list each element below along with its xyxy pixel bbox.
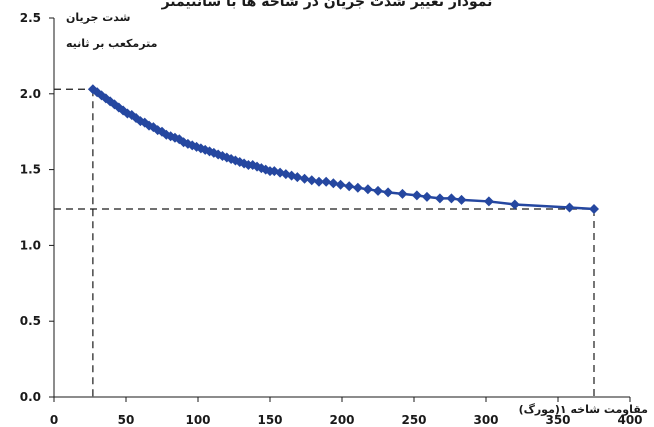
top-caption-fragment: نمودار تغییر شدت جریان در شاخه ها با سان…	[161, 0, 493, 10]
data-point	[335, 179, 346, 190]
data-point	[292, 172, 303, 183]
data-point	[509, 199, 520, 210]
data-point	[383, 187, 394, 198]
data-point	[313, 176, 324, 187]
data-point	[446, 193, 457, 204]
data-point	[344, 181, 355, 192]
data-point	[421, 191, 432, 202]
data-point	[373, 185, 383, 196]
axes	[53, 18, 630, 398]
data-point	[564, 202, 575, 213]
x-tick-label: 0	[50, 413, 58, 427]
x-tick-label: 100	[185, 413, 210, 427]
y-tick-label: 2.5	[20, 11, 41, 25]
y-tick-label: 0.0	[20, 390, 41, 404]
x-tick-label: 350	[545, 413, 570, 427]
y-tick-label: 1.0	[20, 238, 41, 252]
data-point	[397, 188, 408, 199]
data-point	[589, 204, 599, 215]
data-point	[456, 194, 467, 205]
y-ticks: 0.0 0.5 1.0 1.5 2.0 2.5	[20, 11, 54, 404]
series-group	[87, 84, 599, 215]
data-point	[306, 175, 317, 186]
reference-lines	[54, 88, 595, 397]
y-axis-title: شدت جریان	[66, 11, 130, 24]
x-tick-label: 300	[473, 413, 498, 427]
data-point	[483, 196, 494, 207]
data-point	[321, 176, 332, 187]
x-tick-label: 400	[617, 413, 642, 427]
data-point	[299, 173, 310, 184]
x-tick-label: 200	[329, 413, 354, 427]
y-tick-label: 1.5	[20, 163, 41, 177]
x-tick-label: 50	[118, 413, 135, 427]
x-tick-label: 250	[401, 413, 426, 427]
series-line	[92, 88, 595, 211]
data-point	[434, 193, 445, 204]
x-axis-title: مقاومت شاخه ۱(مورگ)	[519, 402, 648, 416]
x-ticks: 0 50 100 150 200 250 300 350 400	[50, 397, 643, 427]
y-axis-unit: مترمکعب بر ثانیه	[66, 37, 157, 50]
data-point	[328, 178, 339, 189]
y-tick-label: 0.5	[20, 314, 41, 328]
data-point	[352, 182, 363, 193]
data-point	[411, 190, 422, 201]
x-tick-label: 150	[257, 413, 282, 427]
data-point	[362, 184, 373, 195]
y-tick-label: 2.0	[20, 87, 41, 101]
